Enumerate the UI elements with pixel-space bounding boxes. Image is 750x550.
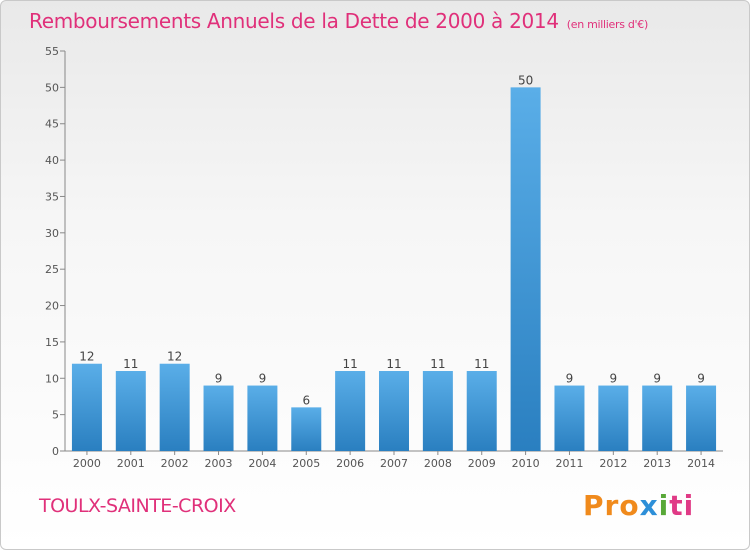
x-tick-label: 2010 bbox=[512, 457, 540, 470]
value-label: 11 bbox=[474, 357, 489, 371]
proxiti-logo[interactable]: Proxiti bbox=[583, 489, 694, 522]
x-tick-label: 2008 bbox=[424, 457, 452, 470]
x-tick-label: 2005 bbox=[292, 457, 320, 470]
bar-2014 bbox=[686, 385, 717, 451]
x-tick-label: 2000 bbox=[73, 457, 101, 470]
x-tick-label: 2007 bbox=[380, 457, 408, 470]
value-label: 9 bbox=[215, 372, 223, 386]
chart-title: Remboursements Annuels de la Dette de 20… bbox=[29, 9, 648, 33]
bar-2011 bbox=[554, 385, 585, 451]
y-tick-label: 50 bbox=[45, 81, 59, 94]
value-label: 9 bbox=[259, 372, 267, 386]
value-label: 11 bbox=[430, 357, 445, 371]
x-tick-label: 2003 bbox=[205, 457, 233, 470]
value-label: 12 bbox=[167, 350, 182, 364]
value-label: 11 bbox=[342, 357, 357, 371]
chart-subtitle: (en milliers d'€) bbox=[566, 18, 648, 31]
bar-2002 bbox=[159, 363, 190, 451]
value-label: 6 bbox=[302, 393, 310, 407]
y-tick-label: 10 bbox=[45, 372, 59, 385]
logo-part-4: ti bbox=[669, 489, 695, 522]
logo-part-2: x bbox=[639, 489, 659, 522]
x-tick-label: 2004 bbox=[248, 457, 276, 470]
y-tick-label: 5 bbox=[52, 409, 59, 422]
bar-2000 bbox=[71, 363, 102, 451]
x-tick-label: 2011 bbox=[555, 457, 583, 470]
y-tick-label: 40 bbox=[45, 154, 59, 167]
bar-2013 bbox=[642, 385, 673, 451]
logo-part-3: i bbox=[658, 489, 670, 522]
bar-2001 bbox=[115, 371, 146, 451]
y-tick-label: 15 bbox=[45, 336, 59, 349]
y-tick-label: 55 bbox=[45, 45, 59, 58]
labels-group: 2000 12 2001 11 2002 12 2003 9 2004 9 2005 6 2006 11 2… bbox=[73, 73, 715, 470]
town-name: TOULX-SAINTE-CROIX bbox=[39, 495, 236, 517]
x-tick-label: 2006 bbox=[336, 457, 364, 470]
value-label: 9 bbox=[566, 372, 574, 386]
logo-part-1: Pro bbox=[583, 489, 640, 522]
y-tick-label: 35 bbox=[45, 190, 59, 203]
y-tick-label: 45 bbox=[45, 118, 59, 131]
value-label: 9 bbox=[697, 372, 705, 386]
chart-title-text: Remboursements Annuels de la Dette de 20… bbox=[29, 9, 559, 33]
x-tick-label: 2002 bbox=[161, 457, 189, 470]
x-tick-label: 2012 bbox=[599, 457, 627, 470]
y-tick-label: 30 bbox=[45, 227, 59, 240]
bar-2007 bbox=[379, 371, 409, 451]
bar-2009 bbox=[466, 371, 497, 451]
bar-2004 bbox=[247, 385, 278, 451]
y-tick-label: 20 bbox=[45, 300, 59, 313]
x-tick-label: 2009 bbox=[468, 457, 496, 470]
value-label: 11 bbox=[386, 357, 401, 371]
value-label: 50 bbox=[518, 73, 533, 87]
value-label: 9 bbox=[610, 372, 618, 386]
y-tick-label: 25 bbox=[45, 263, 59, 276]
bar-2006 bbox=[335, 371, 366, 451]
y-tick-label: 0 bbox=[52, 445, 59, 458]
bars-group bbox=[71, 87, 717, 451]
bar-2012 bbox=[598, 385, 629, 451]
x-tick-label: 2014 bbox=[687, 457, 715, 470]
bar-2008 bbox=[422, 371, 453, 451]
bar-2003 bbox=[203, 385, 234, 451]
value-label: 11 bbox=[123, 357, 138, 371]
x-tick-label: 2013 bbox=[643, 457, 671, 470]
x-tick-label: 2001 bbox=[117, 457, 145, 470]
value-label: 12 bbox=[79, 350, 94, 364]
bar-2005 bbox=[291, 407, 322, 451]
bar-2010 bbox=[510, 87, 541, 451]
value-label: 9 bbox=[653, 372, 661, 386]
